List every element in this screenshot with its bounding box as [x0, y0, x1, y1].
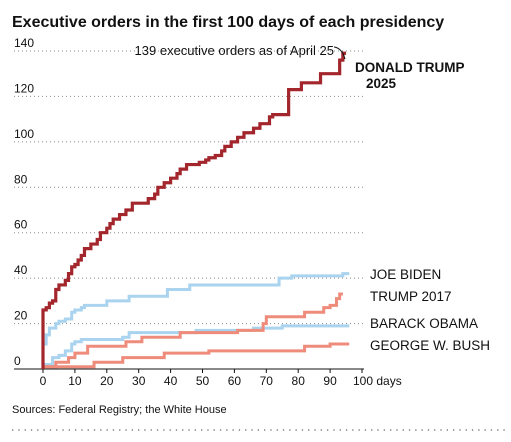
x-tick-label: 10 — [68, 374, 82, 388]
y-tick-label: 100 — [14, 127, 34, 141]
series-label-line: 2025 — [366, 76, 397, 91]
x-tick-label: 90 — [323, 374, 337, 388]
series-label-bush: GEORGE W. BUSH — [370, 338, 490, 353]
x-tick-label: 70 — [260, 374, 274, 388]
x-tick-label: 20 — [100, 374, 114, 388]
series-labels: DONALD TRUMP 2025 JOE BIDEN TRUMP 2017 BARAC… — [355, 60, 490, 353]
x-tick-label: 40 — [164, 374, 178, 388]
y-tick-label: 60 — [14, 218, 28, 232]
chart-title: Executive orders in the first 100 days o… — [12, 14, 444, 31]
grid — [14, 50, 364, 370]
y-tick-label: 120 — [14, 81, 34, 95]
series-lines — [41, 51, 350, 369]
x-axis-ticks: 0 10 20 30 40 50 60 70 80 90 100 days — [40, 369, 402, 388]
series-line — [41, 51, 347, 369]
y-tick-label: 20 — [14, 309, 28, 323]
annotation-text: 139 executive orders as of April 25 — [135, 43, 334, 58]
series-label-obama: BARACK OBAMA — [370, 316, 478, 331]
series-label-trump-2025: DONALD TRUMP 2025 — [355, 60, 465, 91]
source-note: Sources: Federal Registry; the White Hou… — [12, 404, 227, 416]
series-line — [41, 272, 350, 369]
annotation-leader — [333, 46, 346, 60]
y-tick-label: 80 — [14, 172, 28, 186]
x-tick-label: 30 — [132, 374, 146, 388]
x-tick-label: 50 — [196, 374, 210, 388]
y-axis-ticks: 0 20 40 60 80 100 120 140 — [14, 36, 34, 368]
x-tick-label: 0 — [40, 374, 47, 388]
y-tick-label: 40 — [14, 263, 28, 277]
series-line — [41, 292, 343, 369]
series-line — [41, 342, 350, 369]
y-tick-label: 140 — [14, 36, 34, 50]
x-tick-label: 100 days — [353, 374, 402, 388]
series-label-trump-2017: TRUMP 2017 — [370, 289, 452, 304]
x-tick-label: 60 — [228, 374, 242, 388]
series-label-biden: JOE BIDEN — [370, 267, 441, 282]
x-tick-label: 80 — [292, 374, 306, 388]
series-label-line: DONALD TRUMP — [355, 60, 465, 75]
y-tick-label: 0 — [14, 354, 21, 368]
